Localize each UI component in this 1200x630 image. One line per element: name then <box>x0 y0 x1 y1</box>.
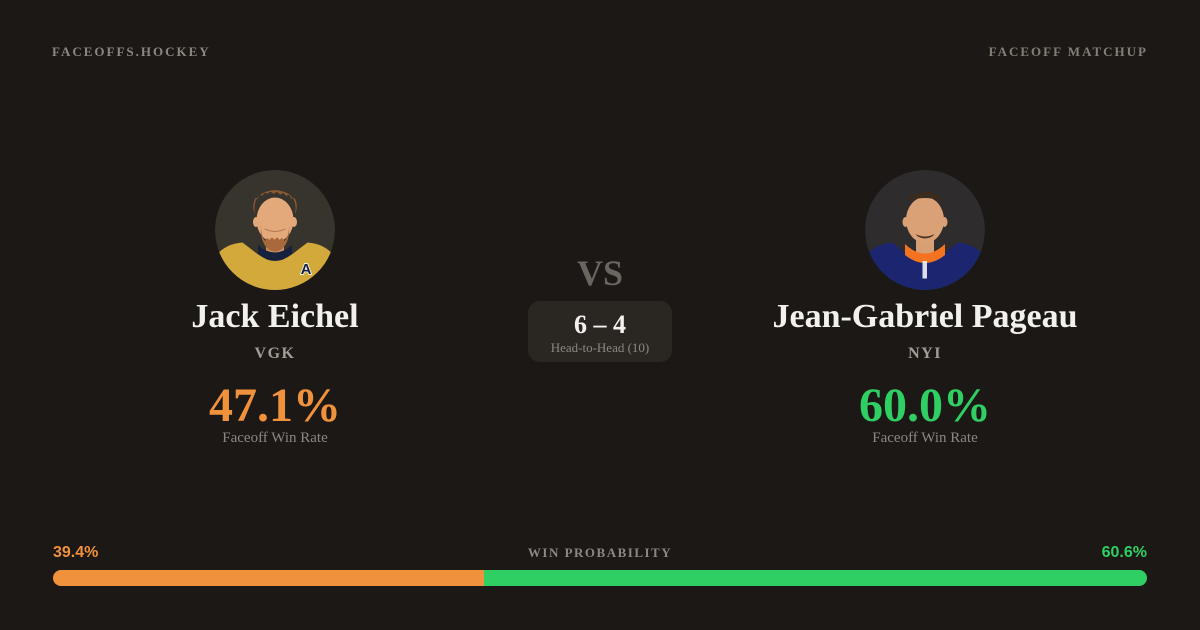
svg-text:A: A <box>301 261 312 278</box>
